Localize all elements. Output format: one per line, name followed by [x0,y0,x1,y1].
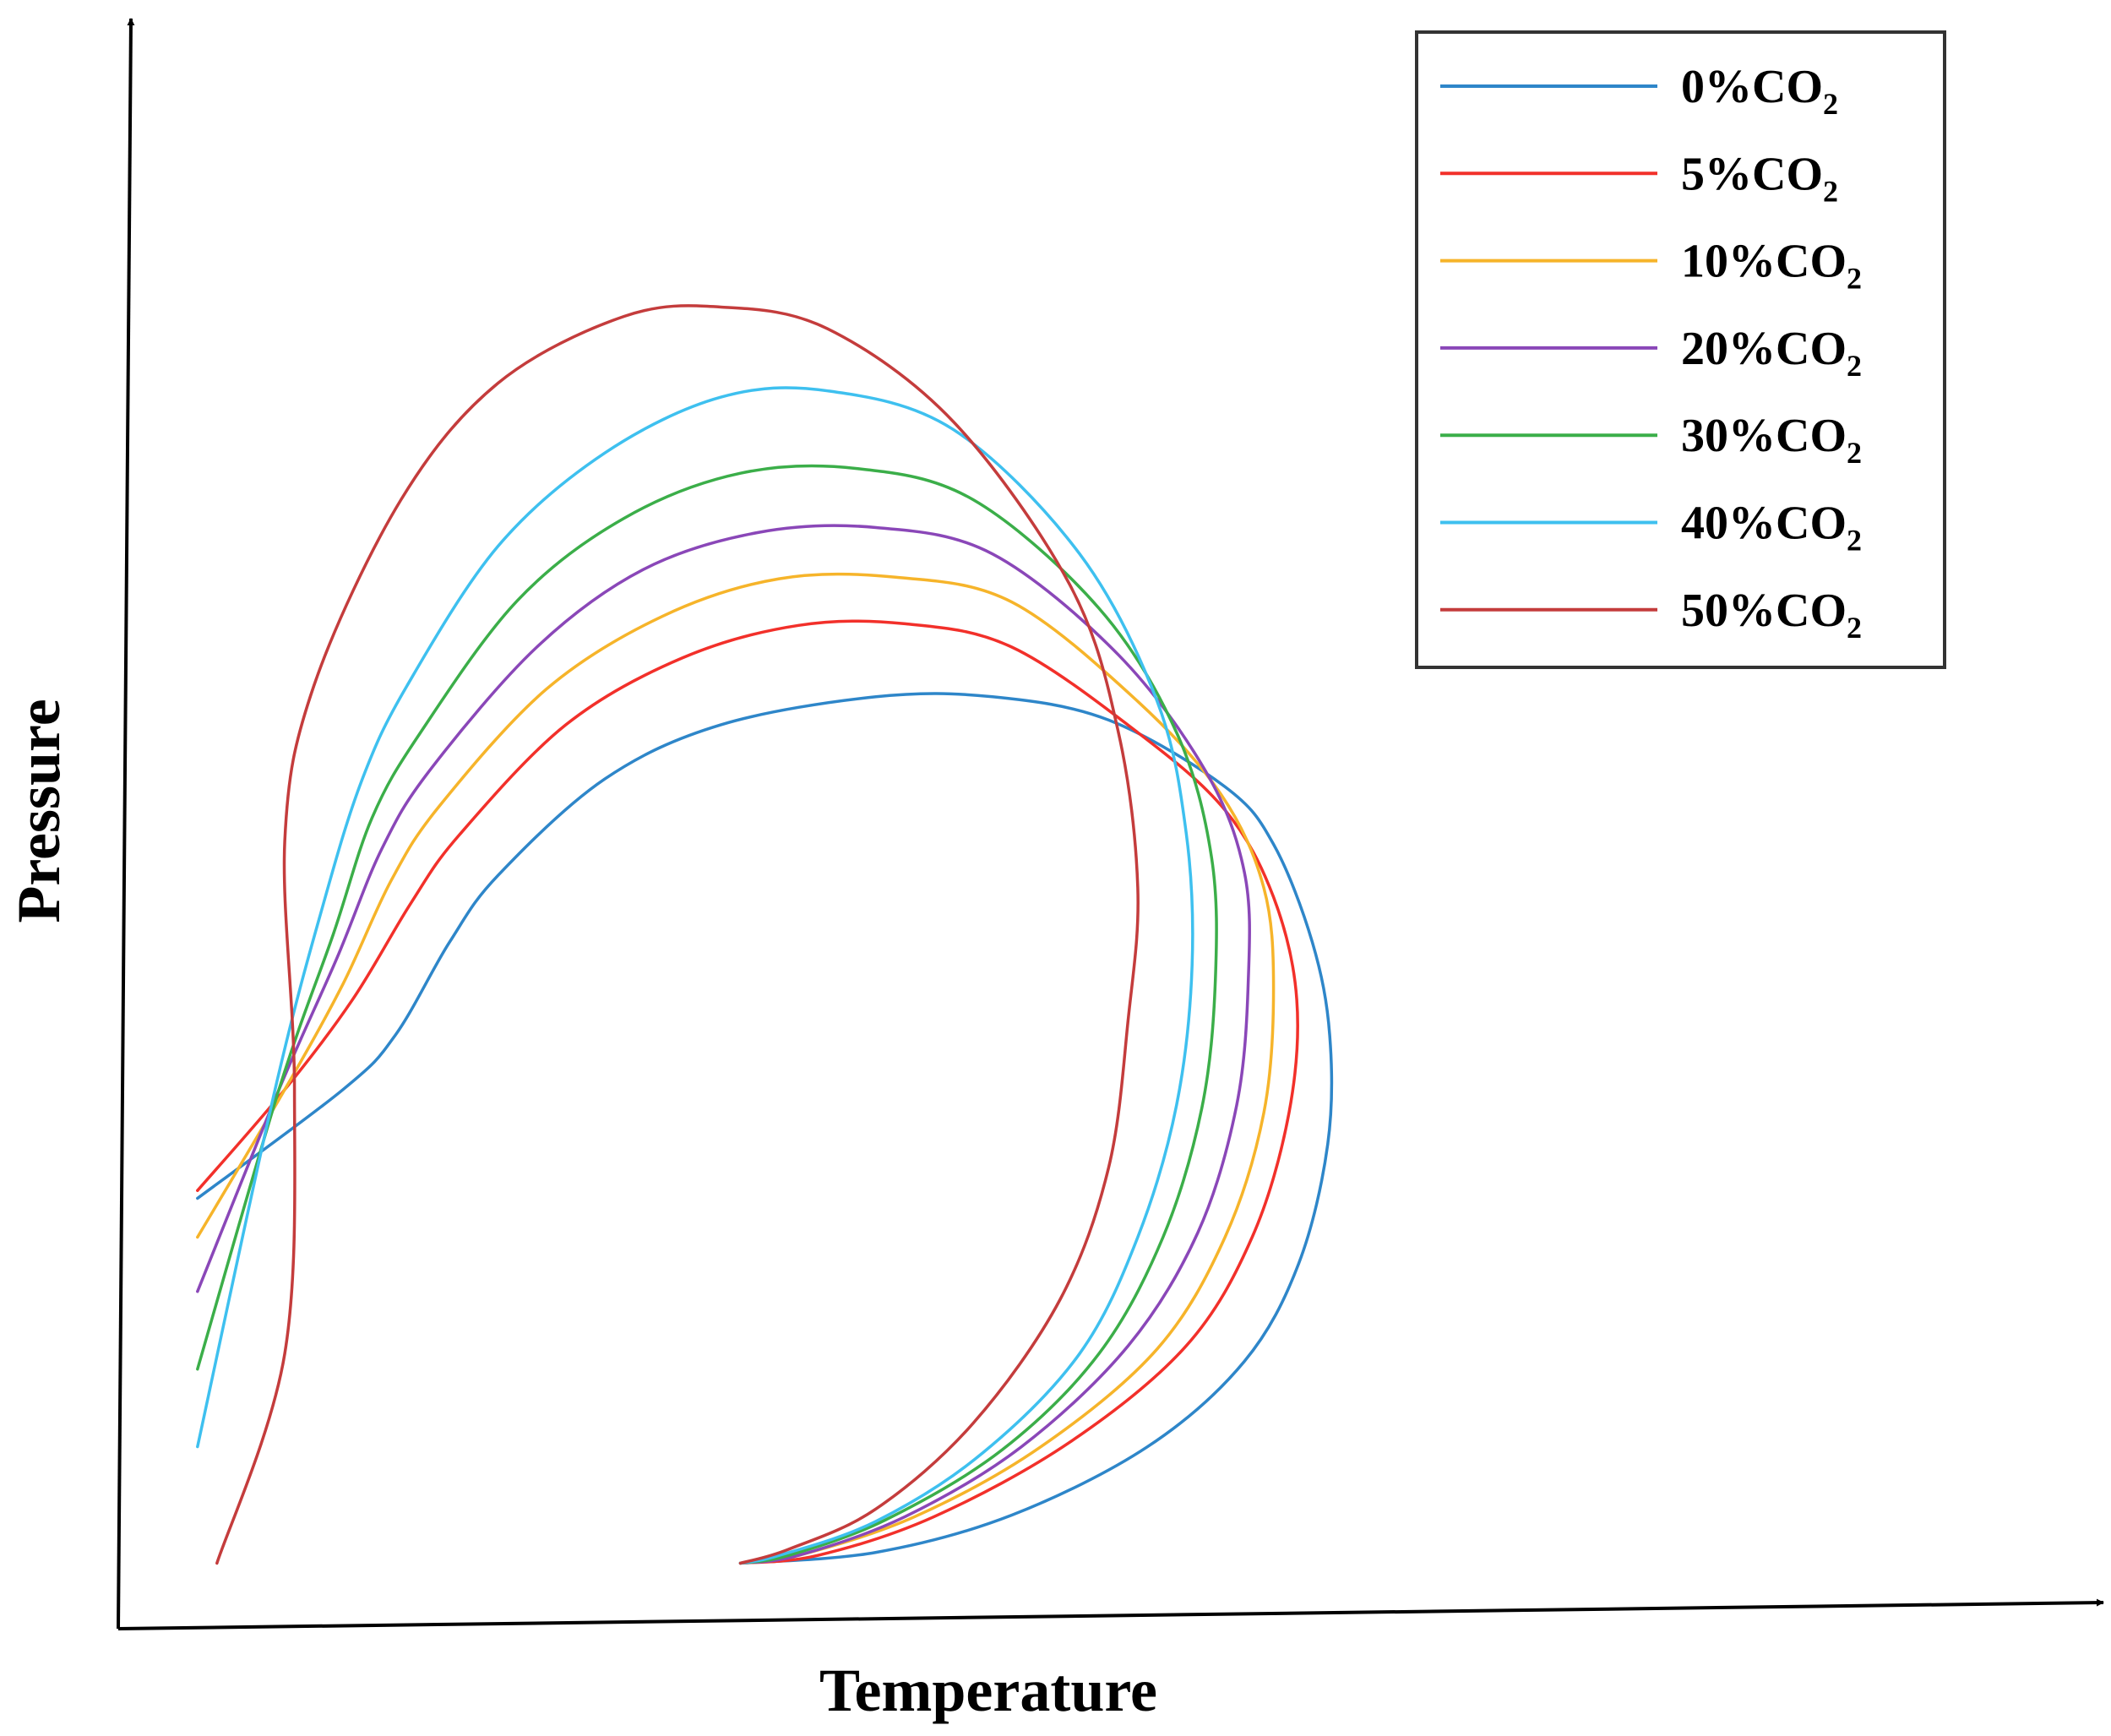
legend-item: 5%CO2 [1440,148,1838,208]
legend-label: 30%CO2 [1681,410,1862,470]
series-line-5pctco2 [196,619,1299,1565]
legend-label: 50%CO2 [1681,585,1862,645]
legend-item: 40%CO2 [1440,498,1862,558]
y-axis [117,18,135,1630]
series-line-10pctco2 [196,572,1276,1565]
series-line-20pctco2 [196,524,1251,1565]
legend-label: 5%CO2 [1681,148,1838,208]
legend-label: 0%CO2 [1681,61,1838,121]
legend-item: 0%CO2 [1440,61,1838,121]
series-line-30pctco2 [196,464,1218,1565]
legend-item: 30%CO2 [1440,410,1862,470]
series-layer [196,304,1334,1565]
legend-label: 40%CO2 [1681,498,1862,558]
legend-box [1415,30,1946,669]
y-axis-title: Pressure [5,699,73,922]
legend-item: 20%CO2 [1440,323,1862,383]
series-line-0pctco2 [196,692,1334,1565]
series-line-40pctco2 [196,386,1194,1565]
legend-label: 10%CO2 [1681,236,1862,296]
x-axis [117,1598,2104,1630]
legend: 0%CO2 5%CO2 10%CO2 20%CO2 30%CO2 40%CO2 50%CO2 [1415,30,1946,669]
legend-item: 10%CO2 [1440,236,1862,296]
legend-label: 20%CO2 [1681,323,1862,383]
series-line-50pctco2 [215,304,1140,1565]
x-axis-title: Temperature [819,1657,1157,1724]
legend-item: 50%CO2 [1440,585,1862,645]
